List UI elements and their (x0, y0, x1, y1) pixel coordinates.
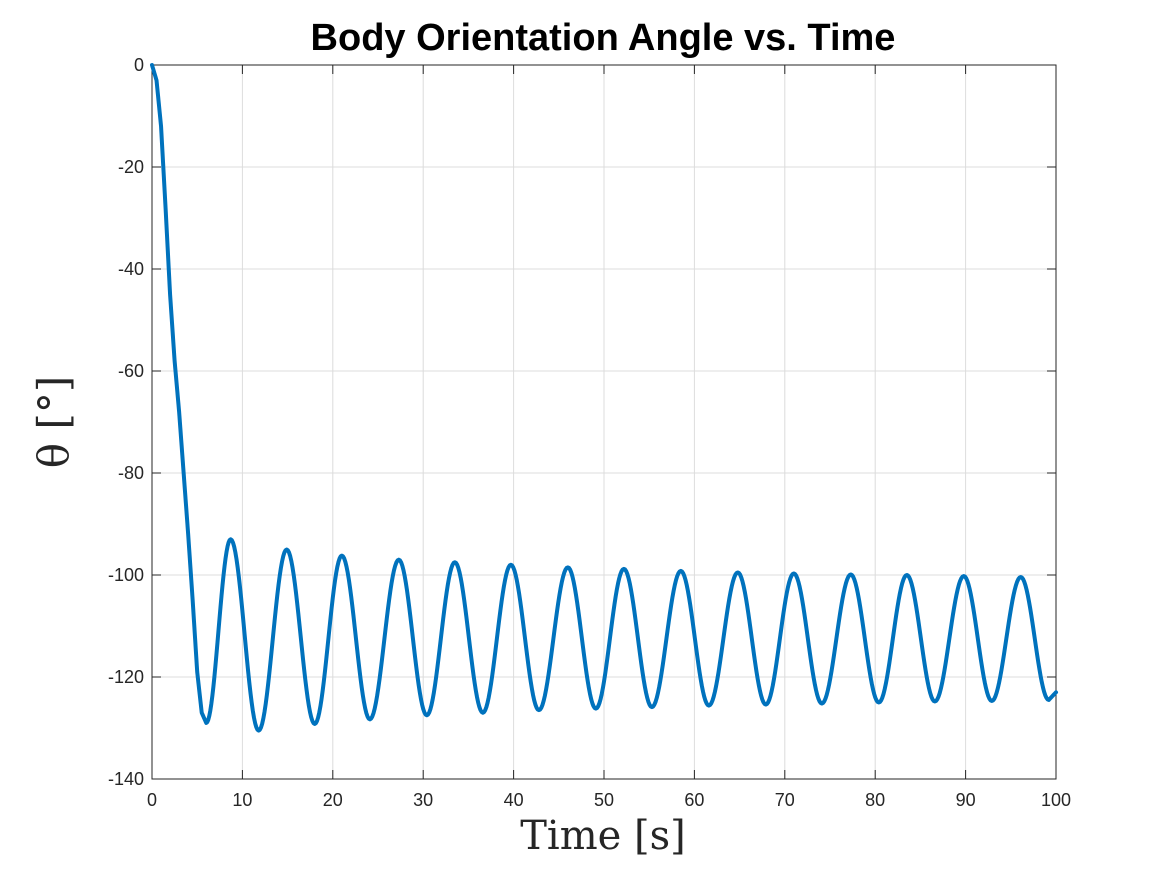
y-axis-label: θ [°] (29, 376, 78, 468)
y-tick-label: -60 (118, 361, 144, 381)
x-axis-label: Time [s] (520, 813, 686, 859)
series-layer (150, 63, 1058, 733)
y-tick-label: -120 (108, 667, 144, 687)
y-tick-label: 0 (134, 55, 144, 75)
x-tick-label: 40 (504, 790, 524, 810)
y-tick-labels: 0 -20 -40 -60 -80 -100 -120 -140 (108, 55, 144, 789)
tick-marks (151, 64, 1057, 780)
y-tick-label: -40 (118, 259, 144, 279)
x-tick-label: 50 (594, 790, 614, 810)
x-tick-label: 100 (1041, 790, 1071, 810)
y-tick-label: -80 (118, 463, 144, 483)
y-tick-label: -20 (118, 157, 144, 177)
x-tick-labels: 0 10 20 30 40 50 60 70 80 90 100 (147, 790, 1071, 810)
x-tick-label: 0 (147, 790, 157, 810)
x-tick-label: 80 (865, 790, 885, 810)
chart-title: Body Orientation Angle vs. Time (311, 17, 896, 59)
y-tick-label: -140 (108, 769, 144, 789)
y-tick-label: -100 (108, 565, 144, 585)
x-tick-label: 70 (775, 790, 795, 810)
x-tick-label: 10 (232, 790, 252, 810)
x-tick-label: 90 (956, 790, 976, 810)
x-tick-label: 30 (413, 790, 433, 810)
series-line-0 (150, 63, 1058, 733)
x-tick-label: 60 (684, 790, 704, 810)
x-tick-label: 20 (323, 790, 343, 810)
